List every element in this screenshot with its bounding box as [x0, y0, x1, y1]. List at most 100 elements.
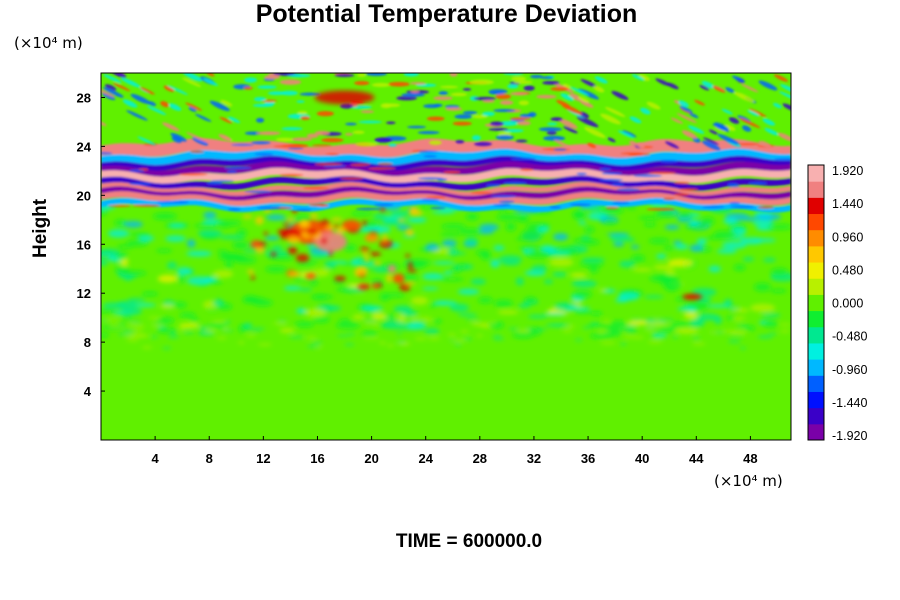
- upper-band-streak: [228, 208, 241, 211]
- upper-wave: [334, 73, 355, 77]
- upper-wave: [243, 86, 253, 90]
- field-blob: [338, 319, 351, 323]
- y-tick-label: 4: [84, 384, 92, 399]
- upper-band-streak: [223, 166, 252, 170]
- field-blob: [637, 216, 661, 220]
- upper-wave: [148, 101, 157, 107]
- upper-band-streak: [421, 198, 440, 201]
- field-blob: [117, 333, 133, 336]
- upper-wave: [681, 130, 697, 139]
- upper-band-streak: [674, 193, 690, 196]
- warm-anomaly: [283, 221, 291, 227]
- upper-wave: [288, 144, 309, 148]
- upper-band-streak: [426, 196, 446, 199]
- field-blob: [101, 309, 116, 314]
- field-blob: [335, 321, 360, 329]
- upper-wave: [137, 136, 156, 146]
- upper-band-streak: [244, 190, 272, 193]
- upper-band-streak: [605, 206, 619, 210]
- field-blob: [603, 319, 611, 322]
- field-blob: [197, 229, 223, 238]
- field-blob: [770, 289, 787, 293]
- upper-wave: [168, 103, 182, 111]
- upper-wave: [510, 117, 531, 121]
- upper-band-streak: [727, 184, 740, 188]
- field-blob: [305, 308, 326, 318]
- field-blob: [379, 293, 390, 301]
- upper-wave: [385, 121, 396, 125]
- field-blob: [443, 270, 452, 275]
- upper-wave: [578, 96, 590, 103]
- warm-anomaly: [399, 283, 411, 292]
- upper-band: [101, 148, 791, 169]
- upper-band-streak: [601, 172, 623, 175]
- upper-wave: [503, 128, 524, 133]
- field-blob: [672, 335, 679, 339]
- field-blob: [265, 214, 286, 221]
- upper-band-streak: [660, 160, 678, 163]
- field-blob: [457, 263, 467, 270]
- upper-wave: [665, 141, 680, 149]
- upper-wave: [433, 96, 453, 101]
- colorbar-segment: [808, 310, 824, 328]
- upper-band-streak: [729, 201, 741, 205]
- field-blob: [273, 254, 294, 261]
- upper-wave: [600, 113, 621, 125]
- field-blob: [403, 260, 426, 269]
- field-blob: [562, 329, 573, 333]
- upper-band-streak: [663, 197, 676, 201]
- field-blob: [713, 230, 738, 240]
- field-blob: [648, 238, 670, 244]
- upper-wave: [220, 99, 233, 107]
- field-blob: [182, 331, 195, 334]
- warm-anomaly: [258, 242, 267, 248]
- upper-wave: [714, 122, 729, 131]
- warm-anomaly: [386, 273, 392, 283]
- upper-band-streak: [734, 142, 760, 146]
- field-blob: [571, 279, 597, 288]
- field-blob: [736, 324, 748, 328]
- upper-wave: [314, 130, 330, 136]
- field-blob: [493, 245, 505, 251]
- upper-wave: [444, 104, 460, 109]
- upper-band-streak: [156, 200, 177, 204]
- field-blob: [620, 342, 627, 346]
- upper-band-streak: [646, 208, 676, 211]
- warm-anomaly: [397, 218, 405, 223]
- upper-wave: [507, 84, 519, 89]
- field-blob: [193, 223, 218, 228]
- upper-wave: [160, 101, 170, 108]
- upper-wave: [699, 84, 710, 91]
- field-blob: [677, 306, 697, 311]
- field-blob: [400, 328, 413, 331]
- upper-wave: [617, 130, 635, 139]
- upper-wave: [253, 103, 274, 108]
- field-blob: [652, 319, 662, 322]
- upper-wave: [676, 113, 697, 123]
- colorbar-frame: [807, 164, 825, 441]
- field-blob: [751, 215, 775, 220]
- field-blob: [160, 305, 175, 309]
- warm-anomaly: [334, 275, 346, 282]
- field-blob: [550, 324, 565, 327]
- upper-wave: [523, 85, 535, 91]
- upper-band-streak: [295, 208, 312, 212]
- field-blob: [742, 256, 755, 262]
- upper-wave: [218, 134, 232, 142]
- warm-anomaly: [341, 219, 362, 232]
- field-blob: [728, 334, 745, 338]
- upper-band-streak: [470, 191, 493, 195]
- field-background: [101, 73, 791, 440]
- field-blob: [625, 237, 635, 242]
- field-blob: [457, 288, 480, 295]
- upper-band-streak: [748, 182, 768, 185]
- upper-wave: [578, 88, 600, 100]
- warm-anomaly: [369, 252, 382, 257]
- field-blob: [409, 317, 420, 320]
- field-blob: [552, 272, 567, 277]
- field-blob: [525, 327, 534, 330]
- field-blob: [305, 336, 318, 339]
- field-blob: [498, 255, 523, 264]
- field-blob: [458, 227, 482, 236]
- field-blob: [179, 312, 196, 318]
